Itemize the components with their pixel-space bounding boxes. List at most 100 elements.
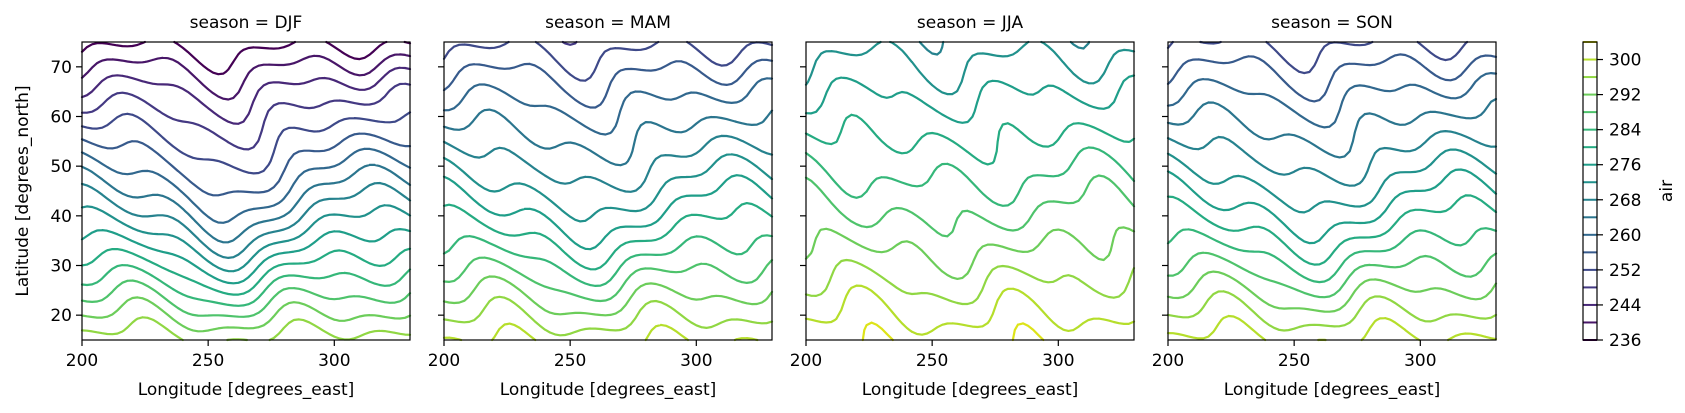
contour-level-300 [804,284,1136,336]
y-tick-label: 50 [50,157,72,177]
y-tick-label: 30 [50,257,72,277]
contour-level-284 [804,146,1136,207]
contour-level-296 [804,258,1136,306]
contour-level-264 [80,163,412,244]
contour-level-292 [1166,270,1498,313]
contour-level-256 [80,132,412,197]
x-tick-label: 200 [790,351,822,371]
y-axis-label: Latitude [degrees_north] [13,85,33,296]
panel-title: season = MAM [545,13,671,33]
contour-level-272 [80,204,412,273]
x-axis-label: Longitude [degrees_east] [1224,380,1441,400]
colorbar-tick-label: 244 [1609,296,1641,316]
contour-lines [442,40,774,342]
contour-level-296 [442,295,774,337]
contour-level-280 [804,113,1136,166]
colorbar-tick-label: 260 [1609,226,1641,246]
x-axis-label: Longitude [degrees_east] [138,380,355,400]
contour-lines [804,40,1136,342]
colorbar-tick-label: 300 [1609,51,1641,71]
contour-level-252 [442,40,774,82]
axis-ticks: 200 250 300 [790,66,1075,371]
plot-frame [1167,41,1497,341]
contour-level-256 [442,58,774,109]
colorbar-tick-label: 276 [1609,156,1641,176]
colorbar-ticks: 236 244 252 260 268 276 284 292 300 [1597,51,1641,351]
contour-level-248 [80,82,412,151]
contour-level-260 [1166,72,1498,129]
colorbar-tick-label: 236 [1609,331,1641,351]
contour-level-284 [1166,227,1498,284]
contour-level-248 [561,40,578,46]
x-tick-label: 300 [1042,351,1074,371]
contour-level-252 [80,111,412,175]
contour-level-276 [442,174,774,251]
contour-level-280 [80,247,412,296]
colorbar-tick-label: 292 [1609,86,1641,106]
colorbar-tick-label: 284 [1609,121,1641,141]
contour-level-288 [442,256,774,303]
contour-level-304 [861,321,1045,342]
contour-level-288 [80,279,412,318]
contour-level-268 [1166,130,1498,187]
y-tick-label: 40 [50,207,72,227]
x-tick-label: 200 [66,351,98,371]
panel-title: season = DJF [190,13,303,33]
y-tick-label: 70 [50,58,72,78]
contour-level-264 [1166,97,1498,159]
y-tick-label: 60 [50,108,72,128]
contour-level-288 [1166,251,1498,299]
contour-level-252 [1166,40,1469,75]
contour-level-280 [1166,194,1498,266]
contour-level-284 [80,264,412,307]
contour-level-276 [1166,168,1498,245]
contour-level-280 [442,202,774,271]
contour-level-296 [1166,290,1498,332]
x-tick-label: 300 [318,351,350,371]
colorbar-tick-label: 268 [1609,191,1641,211]
contour-level-236 [80,40,412,76]
contour-level-264 [442,108,774,167]
x-tick-label: 250 [192,351,224,371]
plot-frame [443,41,773,341]
contour-level-240 [80,53,412,101]
axis-ticks: 200 250 300 [1152,66,1437,371]
colorbar-level-lines [1583,41,1597,341]
x-tick-label: 200 [1152,351,1184,371]
x-tick-label: 250 [1278,351,1310,371]
contour-level-260 [442,77,774,136]
plot-frame [81,41,411,341]
y-tick-label: 20 [50,306,72,326]
contour-level-244 [80,66,412,125]
contour-level-268 [918,40,1091,56]
panel-son: season = SON 200 250 300 Longitude [degree… [1152,13,1498,400]
axis-ticks: 200 250 300 20 30 40 50 60 70 [50,58,350,371]
x-tick-label: 250 [916,351,948,371]
colorbar-label: air [1657,180,1677,202]
contour-level-276 [804,74,1136,124]
contour-lines [1166,40,1498,342]
contour-level-268 [80,181,412,259]
contour-level-272 [1166,148,1498,214]
panel-mam: season = MAM 200 250 300 Longitude [degree… [428,13,774,400]
panel-title: season = JJA [917,13,1024,33]
contour-level-260 [80,147,412,224]
colorbar-frame [1582,41,1598,341]
x-axis-label: Longitude [degrees_east] [500,380,717,400]
contour-level-292 [80,296,412,333]
x-tick-label: 200 [428,351,460,371]
contour-level-300 [442,322,759,342]
x-tick-label: 250 [554,351,586,371]
contour-level-292 [804,226,1136,280]
contour-level-256 [1166,53,1498,103]
axis-ticks: 200 250 300 [428,66,713,371]
contour-level-288 [804,174,1136,238]
contour-level-272 [804,40,1136,96]
panel-djf: season = DJF 200 250 300 20 30 40 50 60 70 Longi… [13,13,412,400]
plot-frame [805,41,1135,341]
colorbar-tick-label: 252 [1609,261,1641,281]
contour-level-268 [442,134,774,193]
contour-level-300 [1166,314,1498,342]
colorbar: 236 244 252 260 268 276 284 292 300 air [1582,41,1677,351]
